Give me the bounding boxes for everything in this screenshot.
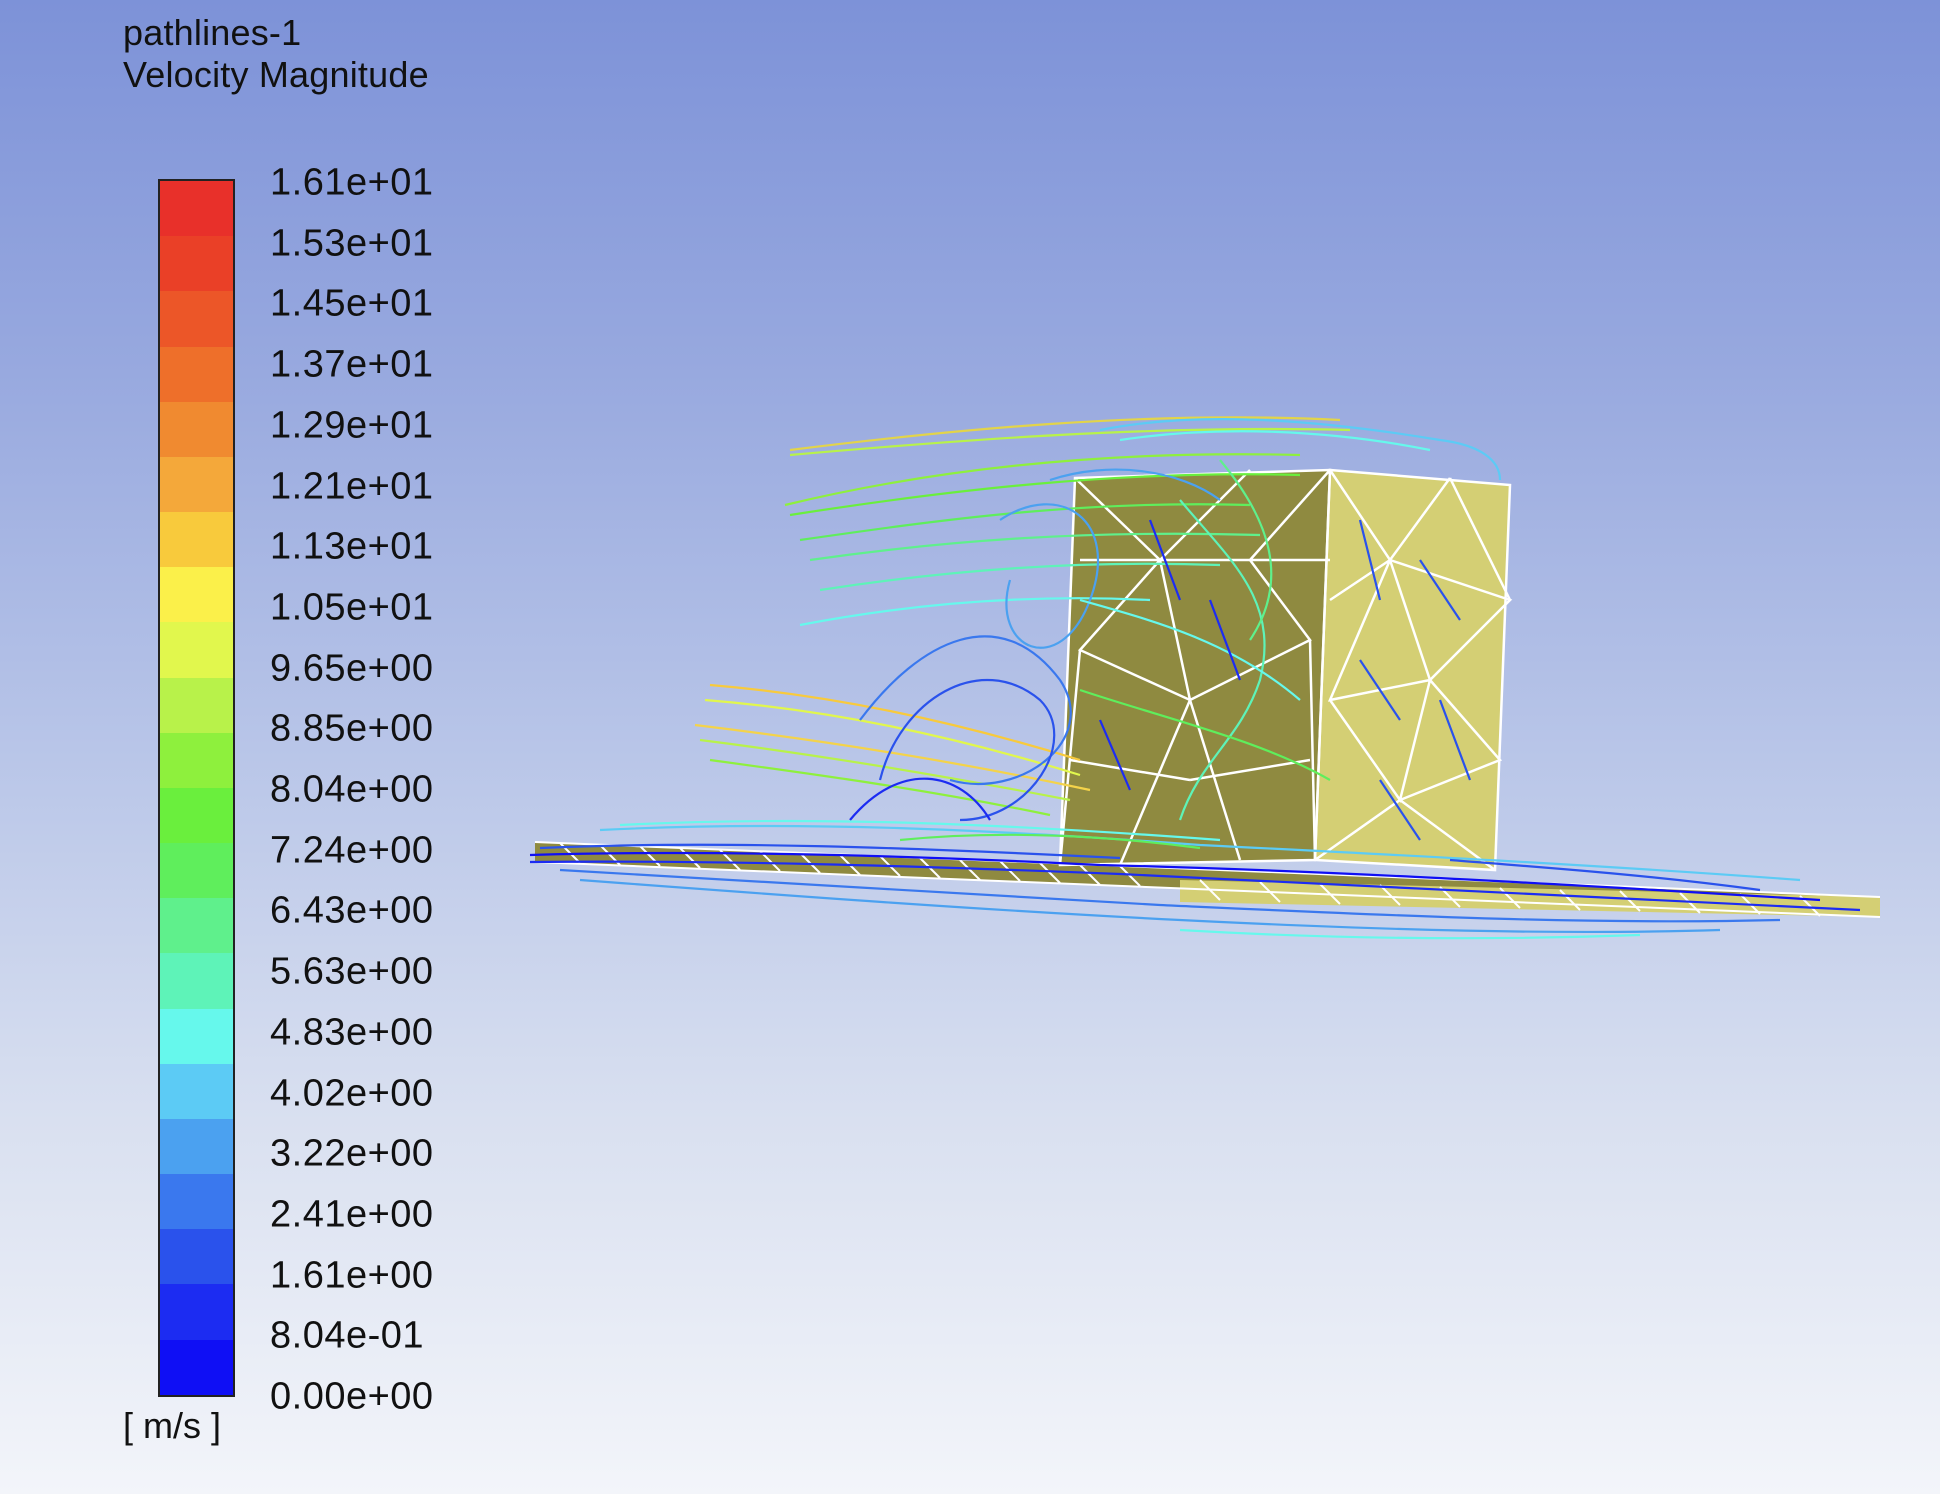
legend-band bbox=[160, 898, 233, 954]
legend-band bbox=[160, 1063, 233, 1119]
legend-band bbox=[160, 1008, 233, 1064]
graphics-title-block: pathlines-1 Velocity Magnitude bbox=[123, 12, 429, 96]
legend-band bbox=[160, 1229, 233, 1285]
legend-tick-label: 8.04e-01 bbox=[270, 1314, 425, 1357]
velocity-pathlines bbox=[529, 416, 1861, 940]
legend-band bbox=[160, 1284, 233, 1340]
legend-tick-label: 0.00e+00 bbox=[270, 1375, 434, 1418]
legend-tick-label: 1.13e+01 bbox=[270, 525, 434, 568]
building-block bbox=[1058, 468, 1513, 872]
legend-tick-label: 5.63e+00 bbox=[270, 950, 434, 993]
legend-band bbox=[160, 1339, 233, 1395]
legend-band bbox=[160, 677, 233, 733]
legend-band bbox=[160, 622, 233, 678]
legend-band bbox=[160, 291, 233, 347]
variable-name: Velocity Magnitude bbox=[123, 54, 429, 95]
legend-tick-label: 8.85e+00 bbox=[270, 707, 434, 750]
color-legend-bar bbox=[158, 179, 235, 1397]
legend-tick-label: 1.05e+01 bbox=[270, 586, 434, 629]
legend-tick-label: 1.61e+00 bbox=[270, 1254, 434, 1297]
legend-band bbox=[160, 732, 233, 788]
legend-tick-label: 1.29e+01 bbox=[270, 404, 434, 447]
legend-band bbox=[160, 456, 233, 513]
legend-band bbox=[160, 512, 233, 568]
legend-tick-label: 1.45e+01 bbox=[270, 282, 434, 325]
legend-tick-label: 7.24e+00 bbox=[270, 829, 434, 872]
legend-tick-label: 8.04e+00 bbox=[270, 768, 434, 811]
legend-band bbox=[160, 843, 233, 899]
object-name: pathlines-1 bbox=[123, 12, 302, 53]
legend-band bbox=[160, 401, 233, 457]
legend-tick-label: 6.43e+00 bbox=[270, 889, 434, 932]
legend-tick-label: 3.22e+00 bbox=[270, 1132, 434, 1175]
legend-tick-label: 4.83e+00 bbox=[270, 1011, 434, 1054]
legend-tick-label: 4.02e+00 bbox=[270, 1072, 434, 1114]
legend-band bbox=[160, 953, 233, 1009]
legend-tick-label: 9.65e+00 bbox=[270, 647, 434, 690]
legend-tick-label: 1.61e+01 bbox=[270, 161, 434, 204]
legend-band bbox=[160, 1174, 233, 1230]
legend-tick-label: 1.37e+01 bbox=[270, 343, 434, 386]
legend-band bbox=[160, 346, 233, 402]
legend-tick-label: 2.41e+00 bbox=[270, 1193, 434, 1236]
legend-band bbox=[160, 236, 233, 292]
legend-band bbox=[160, 181, 233, 237]
legend-tick-label: 1.53e+01 bbox=[270, 222, 434, 265]
legend-band bbox=[160, 787, 233, 844]
legend-band bbox=[160, 567, 233, 623]
legend-units: [ m/s ] bbox=[123, 1405, 221, 1446]
legend-band bbox=[160, 1118, 233, 1175]
legend-tick-label: 1.21e+01 bbox=[270, 465, 434, 507]
